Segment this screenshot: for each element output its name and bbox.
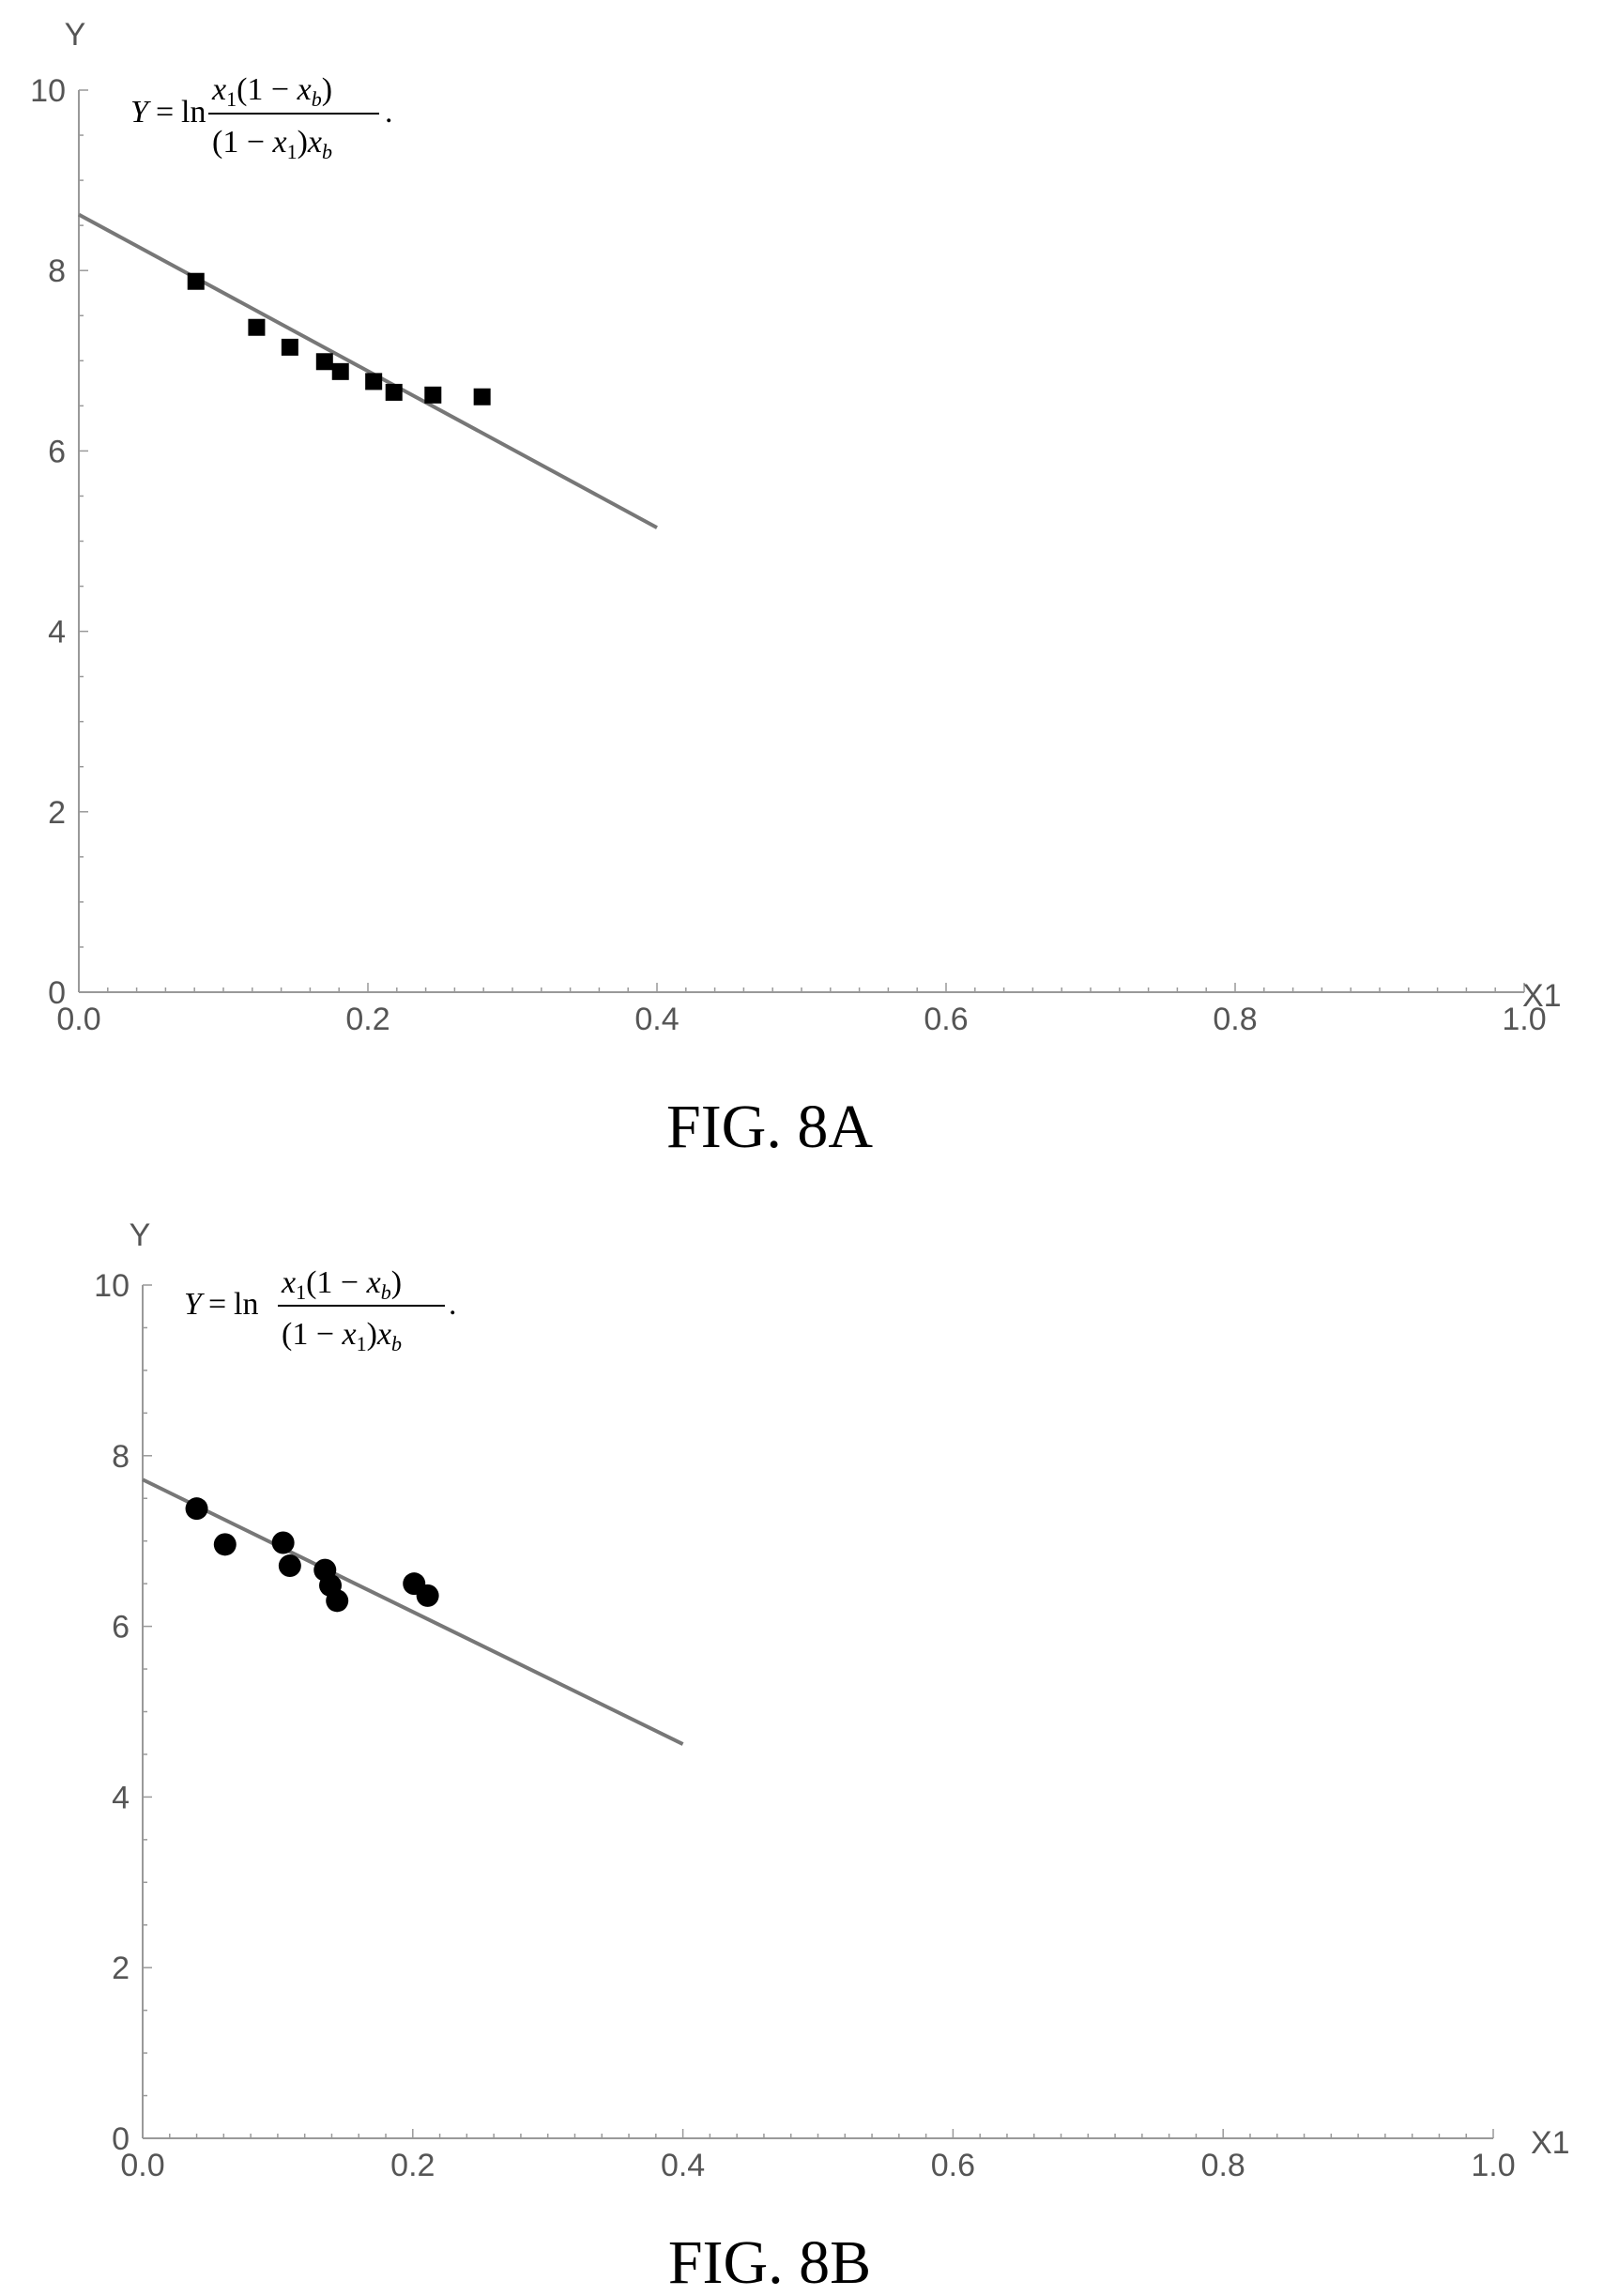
num-xb-sub: b (381, 1280, 391, 1304)
x-tick-label-8a: 0.2 (345, 1002, 389, 1037)
data-point-8a (473, 388, 491, 406)
equation-annotation-8b: Y = ln x1(1 − xb) (1 − x1)xb . (184, 1265, 457, 1355)
y-tick-label-8a: 10 (30, 73, 66, 109)
x-tick-label-8a: 0.0 (56, 1002, 100, 1037)
fit-line-8a (78, 212, 658, 529)
den-open: (1 − (282, 1317, 343, 1352)
data-point-8a (315, 353, 333, 371)
den-xb: x (307, 125, 322, 160)
num-close: ) (391, 1265, 402, 1300)
den-x-sub: 1 (287, 140, 298, 163)
fit-line-8b (142, 1477, 684, 1746)
y-tick-label-8b: 4 (112, 1780, 130, 1815)
eq-numerator: x1(1 − xb) (211, 72, 332, 111)
data-point-8a (281, 338, 298, 356)
tick-labels-8a: 0.0 0.2 0.4 0.6 0.8 1.0 0 2 4 6 8 10 (30, 73, 1546, 1037)
eq-denominator: (1 − x1)xb (212, 125, 332, 163)
y-axis-label-8b: Y (130, 1217, 151, 1253)
num-x-sub: 1 (296, 1280, 306, 1304)
y-tick-label-8a: 4 (48, 615, 66, 651)
num-xb: x (297, 72, 312, 107)
data-points-8b (185, 1497, 439, 1613)
x-axis-label-8b: X1 (1531, 2125, 1570, 2161)
eq-lhs: Y (130, 95, 151, 130)
den-x: x (342, 1317, 357, 1352)
data-point-8a (331, 362, 349, 380)
eq-denominator: (1 − x1)xb (282, 1317, 402, 1355)
y-tick-label-8b: 6 (112, 1610, 130, 1645)
den-x-sub: 1 (357, 1332, 367, 1355)
x-tick-label-8b: 0.6 (931, 2148, 975, 2183)
den-xb: x (376, 1317, 391, 1352)
data-point-8b (278, 1554, 301, 1578)
num-xb-sub: b (312, 87, 322, 111)
figure-caption-8b: FIG. 8B (668, 2228, 871, 2296)
ticks-8a (78, 89, 1525, 993)
num-paren: (1 − (237, 72, 298, 107)
den-open: (1 − (212, 125, 273, 160)
data-point-8a (248, 318, 266, 336)
x-tick-label-8a: 0.6 (924, 1002, 968, 1037)
data-point-8a (187, 272, 205, 290)
tick-labels-8b: 0.0 0.2 0.4 0.6 0.8 1.0 0 2 4 6 8 10 (94, 1268, 1515, 2183)
num-x: x (281, 1265, 296, 1300)
den-close: ) (298, 125, 308, 160)
y-tick-label-8b: 8 (112, 1439, 130, 1475)
axes-8b (142, 1285, 1493, 2139)
eq-equals: = (208, 1287, 226, 1322)
ticks-8b (142, 1284, 1494, 2139)
data-points-8a (187, 272, 491, 406)
eq-period: . (449, 1287, 457, 1322)
equation-annotation-8a: Y = ln x1(1 − xb) (1 − x1)xb . (130, 72, 393, 163)
eq-equals: = (156, 95, 174, 130)
y-tick-label-8b: 0 (112, 2121, 130, 2157)
y-tick-label-8b: 10 (94, 1268, 130, 1304)
data-point-8b (185, 1497, 208, 1521)
den-xb-sub: b (391, 1332, 402, 1355)
data-point-8b (213, 1533, 237, 1556)
data-point-8b (416, 1584, 439, 1607)
x-tick-label-8a: 0.4 (634, 1002, 679, 1037)
x-tick-label-8a: 0.8 (1213, 1002, 1257, 1037)
data-point-8a (365, 373, 383, 390)
data-point-8a (385, 383, 403, 401)
num-x-sub: 1 (226, 87, 237, 111)
figure-caption-8a: FIG. 8A (666, 1093, 873, 1161)
x-tick-label-8a: 1.0 (1502, 1002, 1546, 1037)
num-xb: x (366, 1265, 381, 1300)
num-paren: (1 − (306, 1265, 367, 1300)
axes-8a (78, 90, 1524, 993)
y-axis-label-8a: Y (65, 17, 86, 53)
eq-lhs: Y (184, 1287, 205, 1322)
eq-numerator: x1(1 − xb) (281, 1265, 402, 1304)
num-x: x (211, 72, 226, 107)
y-tick-label-8a: 8 (48, 253, 66, 289)
y-tick-label-8a: 0 (48, 975, 66, 1011)
x-tick-label-8b: 0.4 (661, 2148, 705, 2183)
y-tick-label-8b: 2 (112, 1951, 130, 1986)
num-close: ) (322, 72, 332, 107)
eq-ln: ln (181, 95, 206, 130)
den-x: x (272, 125, 287, 160)
data-point-8a (424, 386, 442, 404)
den-close: ) (367, 1317, 377, 1352)
x-axis-label-8a: X1 (1522, 978, 1562, 1014)
eq-period: . (385, 95, 393, 130)
x-tick-label-8b: 1.0 (1471, 2148, 1515, 2183)
eq-ln: ln (234, 1287, 258, 1322)
den-xb-sub: b (322, 140, 332, 163)
y-tick-label-8a: 6 (48, 434, 66, 469)
x-tick-label-8b: 0.0 (120, 2148, 164, 2183)
data-point-8b (326, 1589, 349, 1613)
y-tick-label-8a: 2 (48, 795, 66, 831)
x-tick-label-8b: 0.2 (390, 2148, 435, 2183)
x-tick-label-8b: 0.8 (1201, 2148, 1245, 2183)
data-point-8b (271, 1531, 295, 1554)
